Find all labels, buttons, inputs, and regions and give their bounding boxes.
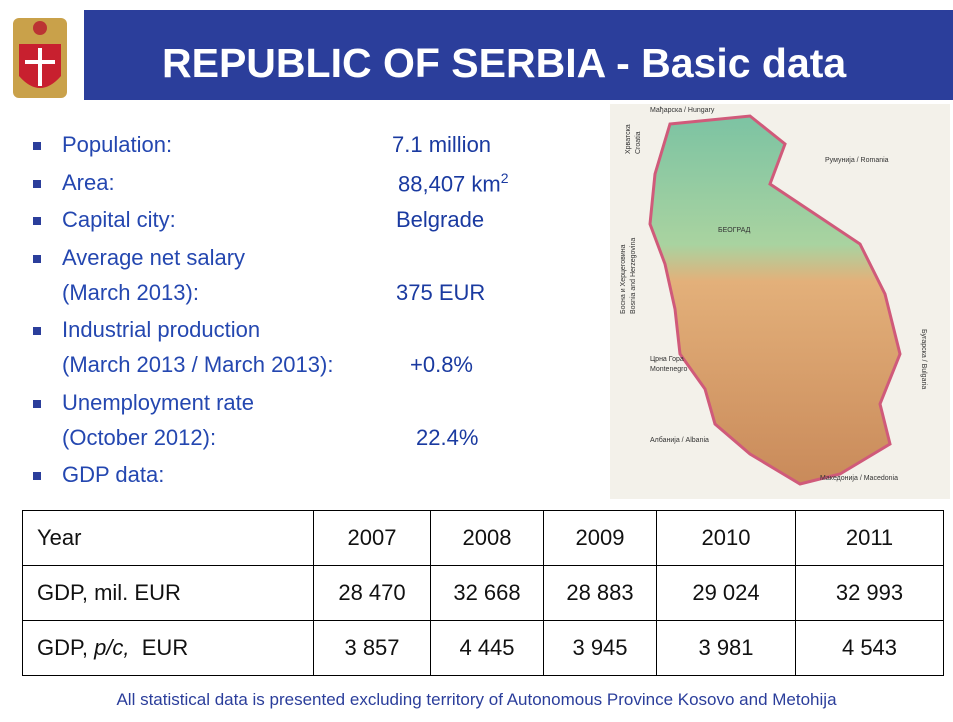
bullet: [33, 142, 41, 150]
fact-value: Belgrade: [396, 207, 484, 233]
fact-label: (March 2013):: [62, 280, 199, 305]
fact-value: 375 EUR: [396, 280, 485, 306]
table-cell: 28 470: [313, 565, 431, 621]
cell-text: EUR: [129, 635, 189, 660]
bullet: [33, 327, 41, 335]
table-cell: 2011: [795, 510, 944, 566]
map-label: Румунија / Romania: [825, 157, 889, 164]
table-row: GDP, p/c, EUR 3 857 4 445 3 945 3 981 4 543: [22, 620, 944, 676]
fact-value-text: 375 EUR: [396, 280, 486, 305]
gdp-table: Year 2007 2008 2009 2010 2011 GDP, mil. EUR 28 …: [22, 510, 944, 676]
fact-label: (March 2013 / March 2013):: [62, 352, 334, 377]
fact-value-text: 88,407 km: [398, 171, 501, 197]
table-cell: 2007: [313, 510, 431, 566]
table-cell: 4 445: [430, 620, 544, 676]
table-cell: 3 981: [656, 620, 796, 676]
map-label: Бугарска / Bulgaria: [920, 329, 927, 389]
table-cell: 28 883: [543, 565, 657, 621]
bullet: [33, 255, 41, 263]
table-row: GDP, mil. EUR 28 470 32 668 28 883 29 024 32 …: [22, 565, 944, 621]
table-cell: GDP, mil. EUR: [22, 565, 314, 621]
fact-value: 22.4%: [416, 425, 478, 451]
table-cell: 3 857: [313, 620, 431, 676]
table-cell: Year: [22, 510, 314, 566]
table-cell: 2009: [543, 510, 657, 566]
fact-value-text: 22.4%: [416, 425, 479, 450]
bullet: [33, 180, 41, 188]
fact-label: Area:: [62, 170, 115, 195]
map-label: Montenegro: [650, 366, 687, 373]
bullet: [33, 217, 41, 225]
table-cell: 32 993: [795, 565, 944, 621]
superscript: 2: [500, 170, 509, 186]
map-label: Хрватска: [625, 124, 632, 154]
table-cell: 3 945: [543, 620, 657, 676]
bullet: [33, 472, 41, 480]
table-row: Year 2007 2008 2009 2010 2011: [22, 510, 944, 566]
fact-label: Population:: [62, 132, 173, 157]
fact-value: 88,407 km2: [398, 170, 509, 197]
fact-label: Capital city:: [62, 207, 176, 232]
table-cell: 29 024: [656, 565, 796, 621]
fact-value-text: 7.1 million: [392, 132, 492, 157]
title-bar: [84, 10, 953, 100]
map-label: Croatia: [635, 131, 642, 154]
table-cell: GDP, p/c, EUR: [22, 620, 314, 676]
map-label: Bosnia and Herzegovina: [630, 238, 637, 314]
title: REPUBLIC OF SERBIA - Basic data: [162, 40, 847, 86]
table-cell: 2010: [656, 510, 796, 566]
fact-label: GDP data:: [62, 462, 165, 487]
cell-text: GDP,: [37, 635, 95, 660]
coat-of-arms: [13, 18, 67, 98]
map: Мађарска / Hungary Румунија / Romania Хр…: [610, 104, 950, 499]
table-cell: 2008: [430, 510, 544, 566]
map-label: Мађарска / Hungary: [650, 107, 715, 114]
cell-text: p/c,: [94, 635, 130, 660]
fact-value-text: +0.8%: [410, 352, 473, 377]
footnote: All statistical data is presented exclud…: [116, 690, 837, 709]
fact-value: 7.1 million: [392, 132, 491, 158]
fact-label: Average net salary: [62, 245, 246, 270]
fact-value-text: Belgrade: [396, 207, 485, 232]
map-label: Босна и Херцеговина: [620, 244, 627, 314]
fact-label: (October 2012):: [62, 425, 217, 450]
table-cell: 32 668: [430, 565, 544, 621]
map-label: БЕОГРАД: [718, 227, 751, 234]
fact-label: Unemployment rate: [62, 390, 254, 415]
fact-value: +0.8%: [410, 352, 473, 378]
map-label: Македонија / Macedonia: [820, 475, 898, 482]
bullet: [33, 400, 41, 408]
fact-label: Industrial production: [62, 317, 261, 342]
table-cell: 4 543: [795, 620, 944, 676]
map-label: Албанија / Albania: [650, 436, 709, 444]
map-label: Црна Гора: [650, 356, 684, 363]
